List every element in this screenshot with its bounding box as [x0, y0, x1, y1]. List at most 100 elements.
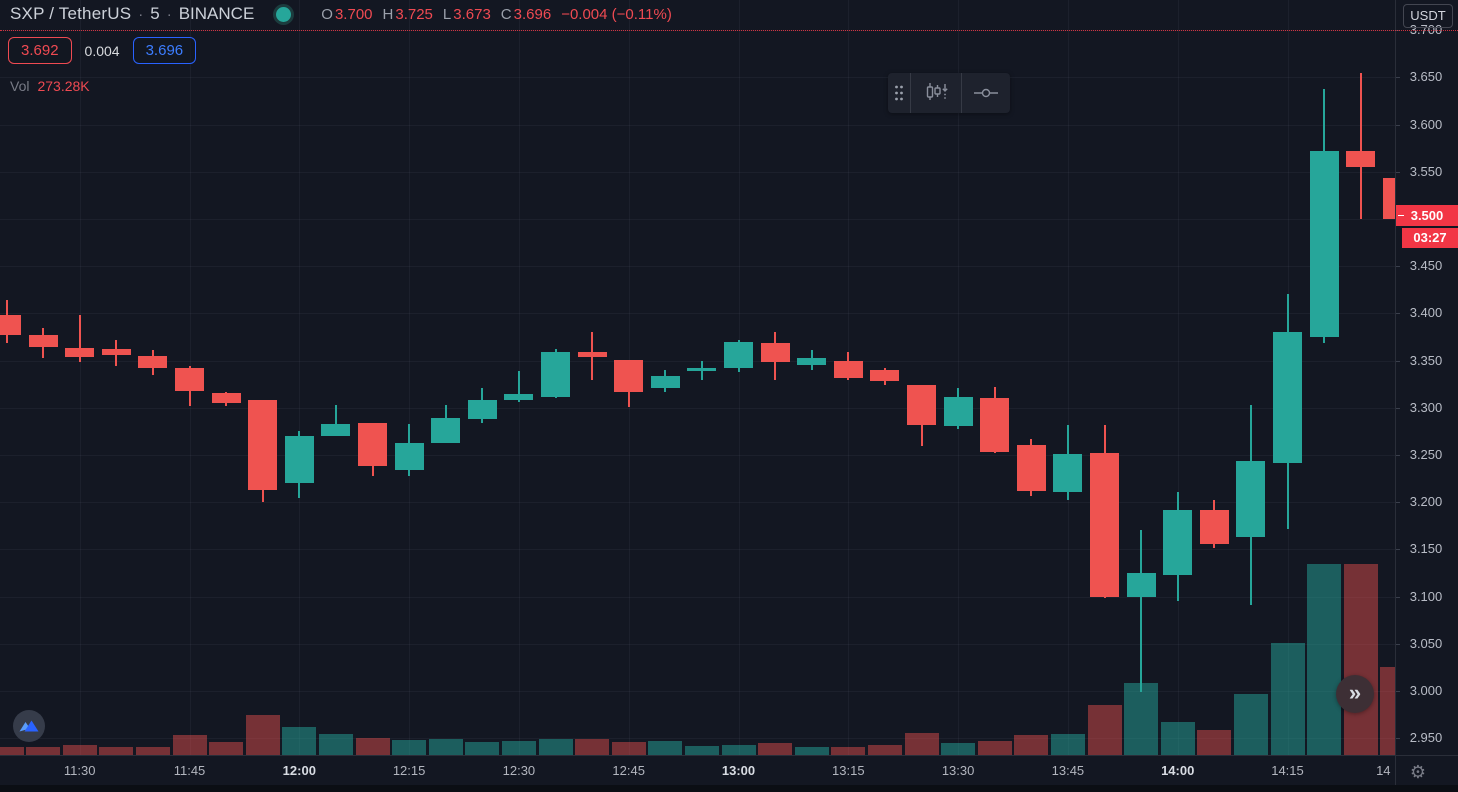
time-gridline: [1067, 0, 1069, 755]
candle-body: [577, 352, 607, 357]
chart-header: SXP / TetherUS · 5 · BINANCE O 3.700 H 3…: [10, 4, 672, 24]
price-axis-label: 3.150: [1396, 541, 1456, 557]
candle-body: [1273, 332, 1302, 464]
volume-bar: [575, 738, 610, 755]
volume-bar: [501, 741, 536, 755]
buy-button[interactable]: 3.696: [132, 37, 197, 64]
price-axis-label: 3.650: [1396, 69, 1456, 85]
open-letter: O: [321, 5, 333, 23]
close-letter: C: [500, 5, 512, 23]
candle-wick: [517, 371, 520, 403]
open-value: 3.700: [334, 5, 373, 23]
volume-bar: [684, 746, 719, 755]
chart-pane[interactable]: [0, 0, 1395, 755]
gear-icon[interactable]: ⚙: [1409, 762, 1427, 782]
candle-body: [650, 375, 680, 388]
volume-bar: [721, 745, 756, 755]
candle-body: [467, 400, 497, 420]
low-letter: L: [442, 5, 452, 23]
price-gridline: [0, 313, 1395, 315]
candle-body: [101, 349, 131, 355]
price-line-style-icon[interactable]: [961, 73, 1010, 113]
time-axis-label: 12:15: [392, 763, 426, 778]
volume-bar: [318, 734, 353, 755]
price-axis-label: 3.550: [1396, 164, 1456, 180]
price-axis-label: 3.200: [1396, 494, 1456, 510]
candle-body: [321, 423, 351, 437]
candle-body: [1016, 444, 1046, 491]
currency-toggle-button[interactable]: USDT: [1403, 4, 1453, 28]
drag-handle-icon[interactable]: [888, 73, 910, 113]
volume-bar: [794, 746, 829, 755]
candle-body: [284, 436, 314, 484]
volume-bar: [245, 715, 280, 755]
candle-body: [760, 342, 790, 363]
candle-body: [211, 392, 241, 404]
candle-body: [358, 422, 387, 467]
volume-bar: [1307, 564, 1342, 755]
price-axis-label: 3.050: [1396, 636, 1456, 652]
volume-bar: [1050, 734, 1085, 755]
time-axis-label: 12:30: [502, 763, 536, 778]
candle-body: [870, 370, 900, 382]
price-gridline: [0, 502, 1395, 504]
symbol-title[interactable]: SXP / TetherUS: [10, 4, 132, 23]
time-axis-label: 13:00: [721, 763, 756, 778]
candle-wick: [1359, 72, 1362, 219]
time-axis-label: 12:45: [612, 763, 645, 778]
spread-value: 0.004: [84, 42, 120, 59]
candle-body: [1163, 509, 1193, 575]
time-axis[interactable]: 11:30 11:45 12:00 12:15 12:30 12:45 13:00 13:15…: [0, 755, 1458, 792]
axis-corner: [1395, 755, 1458, 792]
volume-bar: [282, 727, 317, 755]
high-letter: H: [382, 5, 394, 23]
time-axis-label: 12:00: [282, 763, 316, 778]
candle-body: [797, 357, 827, 366]
time-gridline: [958, 0, 960, 755]
low-value: 3.673: [453, 5, 491, 23]
price-gridline: [0, 549, 1395, 551]
interval-label[interactable]: 5: [150, 4, 160, 23]
last-price-label: 3.500: [1396, 205, 1458, 226]
change-value: −0.004 (−0.11%): [561, 5, 672, 23]
broker-logo-button[interactable]: [12, 709, 46, 743]
price-gridline: [0, 643, 1395, 645]
price-gridline: [0, 596, 1395, 598]
close-value: 3.696: [513, 5, 552, 23]
sell-button[interactable]: 3.692: [8, 37, 72, 64]
volume-label: Vol: [10, 78, 30, 94]
candlestick-style-icon[interactable]: [910, 73, 961, 113]
candle-wick: [78, 315, 81, 362]
volume-bar: [538, 738, 573, 755]
volume-bar: [831, 746, 866, 755]
price-axis-label: 3.350: [1396, 353, 1456, 369]
candle-wick: [1140, 529, 1143, 692]
candle-body: [724, 341, 753, 369]
volume-bar: [1087, 705, 1122, 755]
candle-body: [833, 360, 863, 379]
price-axis[interactable]: 3.7003.6503.6003.5503.5003.4503.4003.350…: [1395, 0, 1458, 755]
exchange-label[interactable]: BINANCE: [178, 4, 255, 23]
volume-bar: [941, 743, 976, 755]
candle-body: [1236, 460, 1266, 538]
volume-bar: [1233, 694, 1268, 755]
volume-bar: [648, 741, 683, 755]
time-axis-label: 13:30: [941, 763, 975, 778]
volume-bar: [428, 738, 463, 755]
volume-bar: [1343, 564, 1378, 755]
separator-dot: ·: [138, 5, 144, 23]
price-gridline: [0, 455, 1395, 456]
candle-body: [907, 385, 936, 425]
price-gridline: [0, 360, 1395, 362]
volume-bar: [209, 742, 244, 755]
trade-panel: 3.692 0.004 3.696: [8, 37, 197, 64]
candle-body: [943, 397, 973, 426]
price-axis-label: 3.100: [1396, 589, 1456, 605]
candle-body: [175, 368, 204, 391]
time-axis-label: 11:45: [173, 763, 206, 778]
separator-dot: ·: [166, 5, 172, 23]
price-axis-label: 3.000: [1396, 683, 1456, 699]
price-gridline: [0, 407, 1395, 409]
scroll-to-realtime-button[interactable]: »: [1336, 675, 1374, 713]
